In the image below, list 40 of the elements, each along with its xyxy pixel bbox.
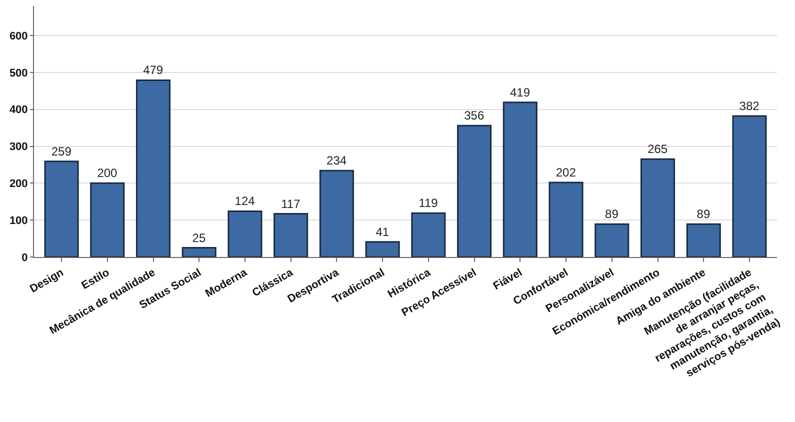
data-label: 89 [696,207,710,222]
x-tick-label: Estilo [80,266,112,292]
y-tick-label: 100 [9,214,28,227]
data-label: 41 [376,224,390,239]
data-label: 356 [464,108,484,123]
bar [548,182,584,257]
bar [319,170,354,257]
data-label: 25 [192,230,206,245]
data-label: 200 [97,166,118,180]
y-tick-label: 300 [9,141,28,154]
y-tick-label: 600 [9,30,28,42]
data-label: 259 [51,144,72,158]
bar [365,241,400,257]
bar [274,213,308,257]
data-label: 202 [556,165,576,180]
bar [640,158,676,257]
data-label: 479 [143,63,164,78]
data-label: 419 [510,85,530,100]
data-label: 234 [326,154,347,168]
y-tick-label: 0 [22,252,28,264]
y-tick-label: 200 [9,178,28,190]
bar [411,212,446,257]
y-tick-label: 500 [9,67,28,80]
data-label: 117 [281,196,301,211]
y-tick-label: 400 [9,104,28,116]
data-label: 89 [605,207,619,222]
data-label: 265 [648,142,668,156]
bar [732,115,767,257]
bar [90,182,125,257]
bar [457,124,492,257]
bar [686,223,721,257]
bar [228,210,262,257]
data-label: 124 [234,194,256,208]
bar [44,160,79,257]
bar [182,247,216,257]
data-label: 119 [418,196,438,210]
bar [594,223,630,257]
bar [502,102,538,257]
bar [136,79,171,257]
data-label: 382 [739,99,760,113]
